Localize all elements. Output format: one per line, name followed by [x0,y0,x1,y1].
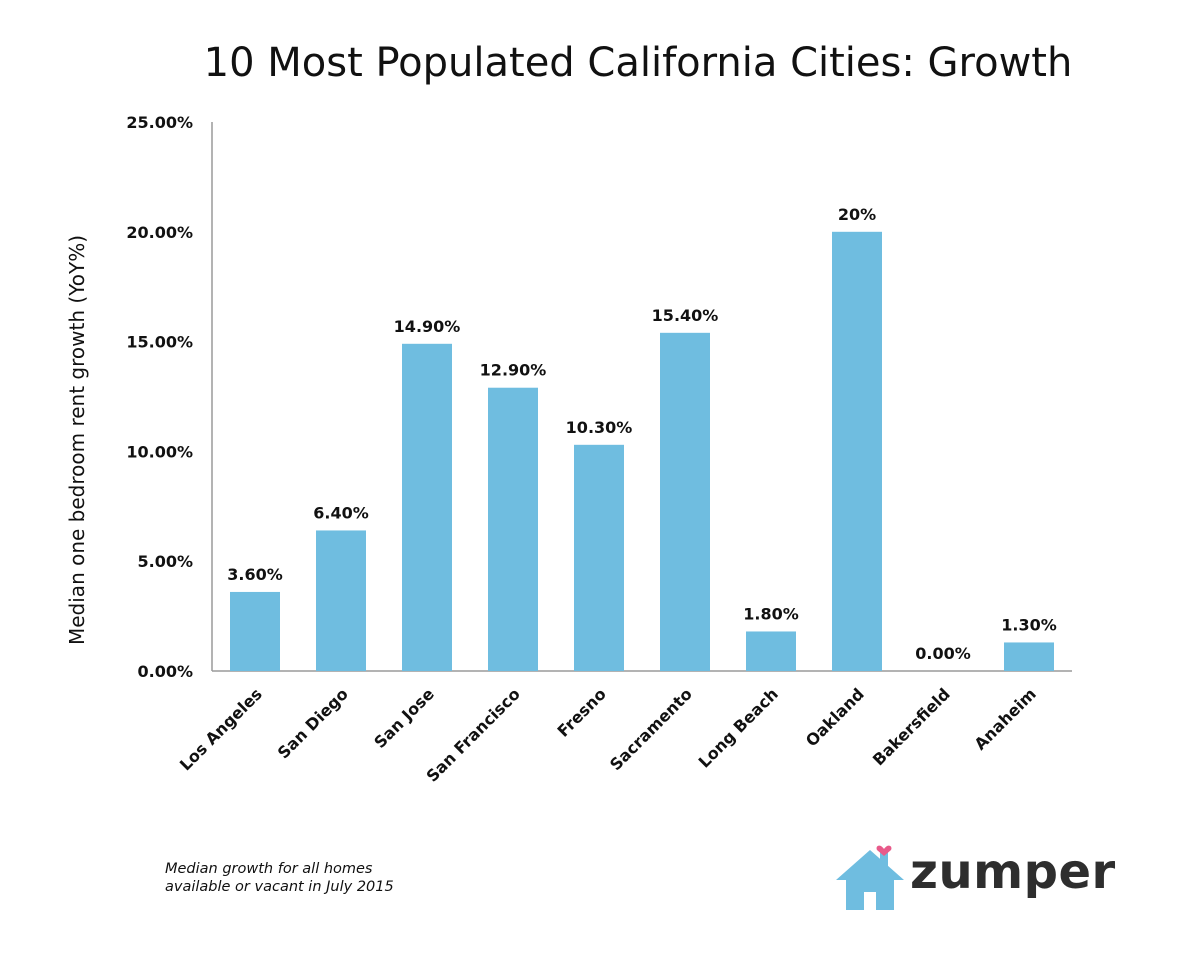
data-label: 1.30% [1001,615,1057,634]
x-tick-label: Long Beach [695,684,782,771]
house-heart-icon [836,845,904,910]
x-tick-label: Anaheim [971,684,1040,753]
footnote-line-2: available or vacant in July 2015 [165,879,394,895]
x-tick-label: San Diego [274,684,352,762]
x-tick-label: Fresno [554,684,610,740]
bar [746,631,796,671]
x-tick-label: Sacramento [606,684,696,774]
x-tick-label: Oakland [802,684,868,750]
x-tick-label: Los Angeles [176,684,266,774]
bar [660,332,710,671]
data-label: 6.40% [313,503,369,522]
x-tick-label: Bakersfield [869,684,954,769]
bar [1004,642,1054,671]
bar [402,343,452,671]
data-labels: 3.60% 6.40% 14.90% 12.90% 10.30% 15.40% 1.80% 2… [227,205,1057,663]
data-label: 15.40% [652,306,719,325]
data-label: 3.60% [227,565,283,584]
chart-title: 10 Most Populated California Cities: Gro… [204,40,1073,86]
bar [488,387,538,671]
data-label: 1.80% [743,604,799,623]
y-ticks: 0.00% 5.00% 10.00% 15.00% 20.00% 25.00% [126,113,193,681]
data-label: 20% [838,205,876,224]
bar [832,231,882,672]
data-label: 12.90% [480,361,547,380]
footnote: Median growth for all homes available or… [165,860,495,896]
y-tick-label: 20.00% [126,223,193,242]
bar [316,530,366,671]
data-label: 14.90% [394,317,461,336]
bars [230,231,1054,672]
x-tick-label: San Jose [370,684,438,752]
data-label: 0.00% [915,644,971,663]
y-tick-label: 0.00% [137,662,193,681]
footnote-line-1: Median growth for all homes [165,861,373,877]
y-tick-label: 15.00% [126,333,193,352]
x-tick-label: San Francisco [423,684,524,785]
y-tick-label: 10.00% [126,442,193,461]
y-axis-label: Median one bedroom rent growth (YoY%) [65,235,89,645]
bar [230,591,280,671]
y-tick-label: 25.00% [126,113,193,132]
y-tick-label: 5.00% [137,552,193,571]
data-label: 10.30% [566,418,633,437]
brand-logo: zumper [834,838,1115,914]
bar [574,444,624,671]
brand-name: zumper [910,844,1116,900]
